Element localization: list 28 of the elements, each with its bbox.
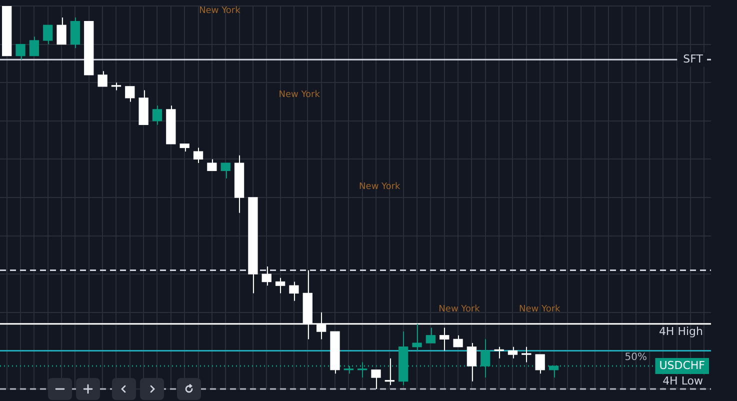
annotation: New York — [519, 304, 562, 315]
annotation: New York — [278, 90, 321, 100]
annotation: New York — [438, 304, 481, 315]
candlestick — [289, 281, 299, 302]
annotation: 50% — [624, 352, 647, 364]
candlestick — [193, 147, 204, 164]
candlestick — [98, 70, 108, 87]
candlestick — [248, 197, 258, 294]
ref-line-label: SFT — [683, 52, 704, 66]
candlestick — [522, 346, 532, 363]
ref-line-label: 4H High — [658, 325, 704, 338]
candlestick — [426, 327, 436, 344]
annotation: New York — [359, 182, 402, 192]
candlestick — [453, 334, 463, 348]
candlestick — [180, 143, 190, 152]
candlestick — [16, 44, 26, 60]
candlestick — [56, 16, 66, 45]
ref-line-label: USDCHF — [659, 358, 705, 372]
candlestick — [220, 162, 230, 179]
annotation: New York — [199, 6, 242, 16]
candlestick — [138, 90, 148, 126]
candlestick — [207, 158, 217, 172]
candlestick — [125, 86, 135, 102]
ref-line-label: 4H Low — [662, 374, 703, 388]
candlestick — [412, 323, 422, 352]
candlestick — [371, 369, 381, 390]
candlestick — [330, 331, 340, 374]
candlestick — [111, 82, 122, 91]
